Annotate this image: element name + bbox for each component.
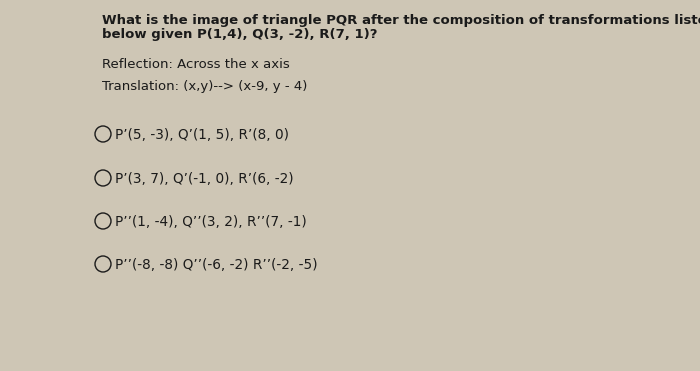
Text: P’(5, -3), Q’(1, 5), R’(8, 0): P’(5, -3), Q’(1, 5), R’(8, 0)	[115, 128, 289, 142]
Text: What is the image of triangle PQR after the composition of transformations liste: What is the image of triangle PQR after …	[102, 14, 700, 27]
Text: P’(3, 7), Q’(-1, 0), R’(6, -2): P’(3, 7), Q’(-1, 0), R’(6, -2)	[115, 172, 293, 186]
Text: below given P(1,4), Q(3, -2), R(7, 1)?: below given P(1,4), Q(3, -2), R(7, 1)?	[102, 28, 377, 41]
Text: Reflection: Across the x axis: Reflection: Across the x axis	[102, 58, 289, 71]
Text: P’’(-8, -8) Q’’(-6, -2) R’’(-2, -5): P’’(-8, -8) Q’’(-6, -2) R’’(-2, -5)	[115, 258, 318, 272]
Text: Translation: (x,y)--> (x-9, y - 4): Translation: (x,y)--> (x-9, y - 4)	[102, 80, 307, 93]
Text: P’’(1, -4), Q’’(3, 2), R’’(7, -1): P’’(1, -4), Q’’(3, 2), R’’(7, -1)	[115, 215, 307, 229]
